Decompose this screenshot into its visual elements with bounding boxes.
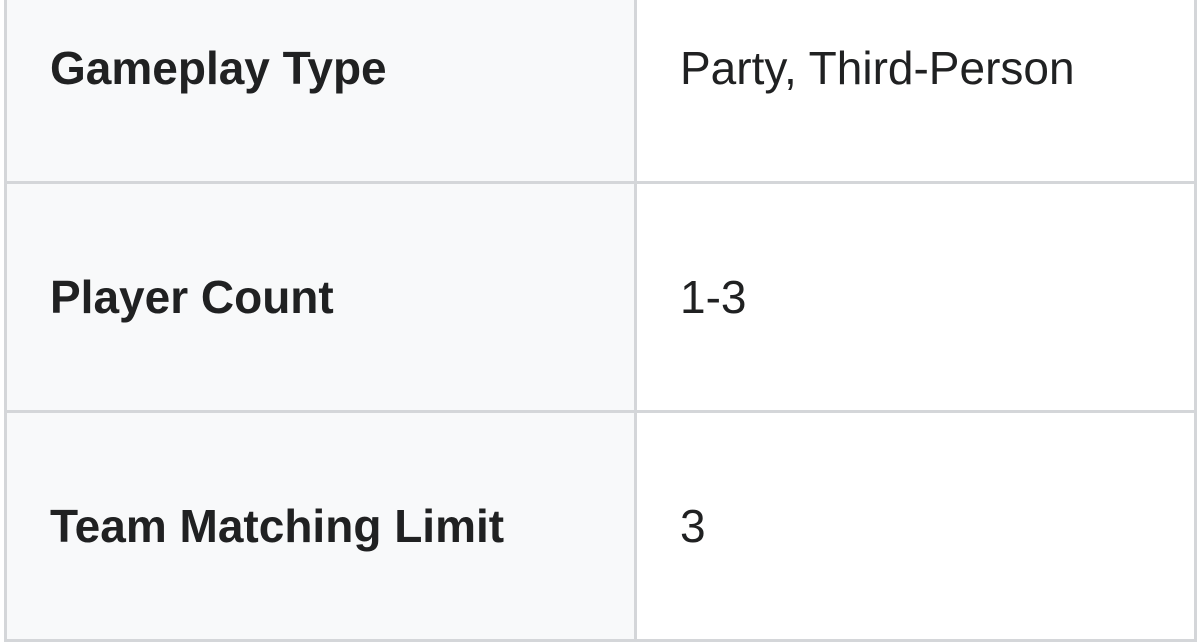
table-row: Player Count 1-3	[4, 181, 1197, 413]
table-row: Gameplay Type Party, Third-Person	[4, 0, 1197, 184]
row-label: Team Matching Limit	[4, 410, 637, 642]
table-row: Team Matching Limit 3	[4, 410, 1197, 642]
row-value: Party, Third-Person	[634, 0, 1197, 184]
row-label: Gameplay Type	[4, 0, 637, 184]
row-value: 3	[634, 410, 1197, 642]
game-info-table: Gameplay Type Party, Third-Person Player…	[4, 0, 1197, 642]
row-value: 1-3	[634, 181, 1197, 413]
row-label: Player Count	[4, 181, 637, 413]
